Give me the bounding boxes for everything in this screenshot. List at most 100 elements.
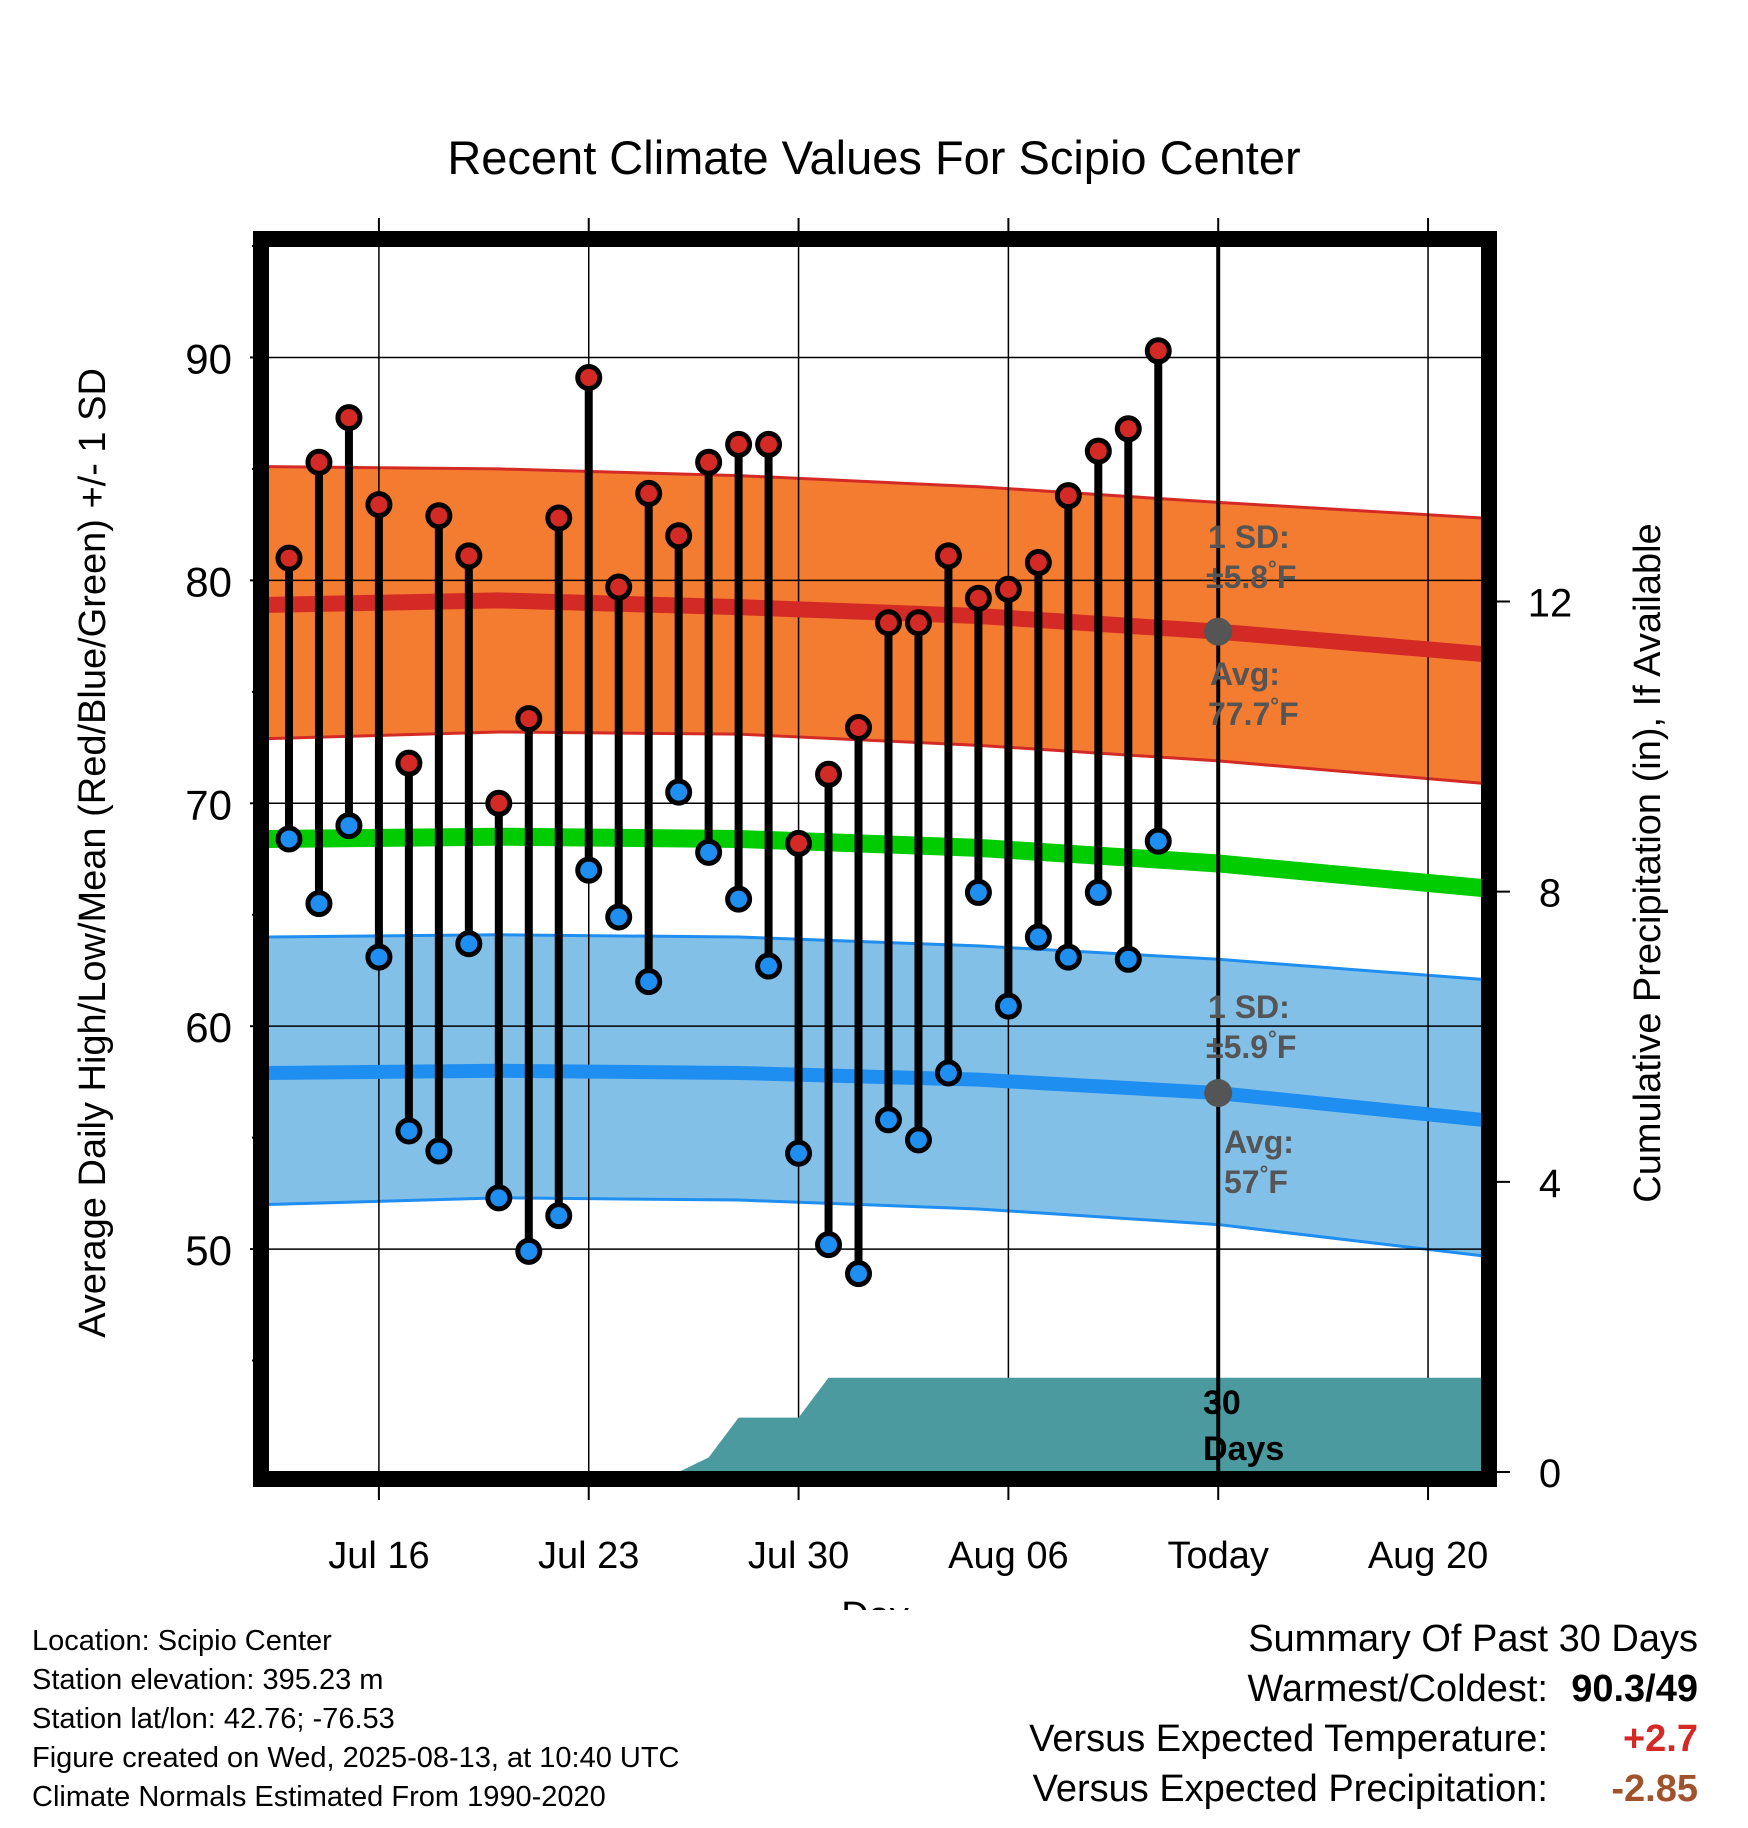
warm-cold-value: 90.3/49 bbox=[1571, 1668, 1698, 1710]
elevation-text: Station elevation: 395.23 m bbox=[32, 1664, 384, 1696]
y-tick-label: 70 bbox=[185, 781, 232, 828]
obs-low-point bbox=[695, 838, 723, 866]
temp-value: +2.7 bbox=[1622, 1718, 1698, 1760]
precip-value: -2.85 bbox=[1611, 1768, 1698, 1810]
obs-high-point bbox=[695, 448, 723, 476]
low-avg-label: Avg: bbox=[1224, 1124, 1294, 1160]
window-label-count: 30 bbox=[1203, 1384, 1241, 1422]
obs-high-point bbox=[305, 448, 333, 476]
obs-low-point bbox=[545, 1202, 573, 1230]
obs-high-point bbox=[395, 749, 423, 777]
x-tick-label: Aug 06 bbox=[948, 1535, 1068, 1577]
climate-chart: Recent Climate Values For Scipio Center … bbox=[72, 131, 1669, 1610]
summary-row-precip: Versus Expected Precipitation: -2.85 bbox=[798, 1768, 1698, 1818]
obs-high-point bbox=[425, 502, 453, 530]
location-text: Location: Scipio Center bbox=[32, 1625, 332, 1657]
y2-tick-label: 12 bbox=[1528, 581, 1573, 625]
high-sd-band bbox=[268, 466, 1482, 784]
obs-high-point bbox=[815, 760, 843, 788]
high-sd-label: 1 SD: bbox=[1208, 519, 1290, 555]
x-tick-label: Today bbox=[1168, 1535, 1269, 1577]
summary-row-temp: Versus Expected Temperature: +2.7 bbox=[798, 1718, 1698, 1768]
y2-tick-label: 0 bbox=[1539, 1452, 1561, 1496]
x-axis-label: Day bbox=[841, 1595, 909, 1610]
normal-mean-line bbox=[267, 827, 1483, 897]
obs-low-point bbox=[994, 992, 1022, 1020]
y-tick-label: 50 bbox=[185, 1227, 232, 1274]
obs-high-point bbox=[455, 542, 483, 570]
obs-high-point bbox=[575, 364, 603, 392]
obs-high-point bbox=[994, 575, 1022, 603]
obs-low-point bbox=[1144, 827, 1172, 855]
obs-low-point bbox=[365, 943, 393, 971]
obs-low-point bbox=[485, 1184, 513, 1212]
obs-low-point bbox=[575, 856, 603, 884]
obs-high-point bbox=[365, 491, 393, 519]
normals-text: Climate Normals Estimated From 1990-2020 bbox=[32, 1781, 606, 1813]
obs-low-point bbox=[934, 1059, 962, 1087]
high-avg-label: Avg: bbox=[1210, 656, 1280, 692]
today-low-avg-marker bbox=[1204, 1079, 1233, 1108]
obs-high-point bbox=[605, 573, 633, 601]
summary-title: Summary Of Past 30 Days bbox=[1248, 1618, 1698, 1660]
obs-high-point bbox=[964, 584, 992, 612]
obs-low-point bbox=[425, 1137, 453, 1165]
obs-low-point bbox=[904, 1126, 932, 1154]
low-sd-label: 1 SD: bbox=[1208, 989, 1290, 1025]
high-sd-value: ±5.8°F bbox=[1206, 556, 1296, 595]
obs-high-point bbox=[1144, 337, 1172, 365]
obs-low-point bbox=[605, 903, 633, 931]
y-axis-label: Average Daily High/Low/Mean (Red/Blue/Gr… bbox=[72, 368, 114, 1338]
obs-high-point bbox=[845, 713, 873, 741]
obs-low-point bbox=[275, 825, 303, 853]
obs-high-point bbox=[725, 430, 753, 458]
obs-low-point bbox=[665, 778, 693, 806]
obs-low-point bbox=[845, 1260, 873, 1288]
y2-tick-label: 8 bbox=[1539, 872, 1561, 916]
obs-high-point bbox=[665, 522, 693, 550]
obs-high-point bbox=[1024, 549, 1052, 577]
y2-tick-label: 4 bbox=[1539, 1162, 1561, 1206]
obs-high-point bbox=[755, 430, 783, 458]
summary-row-warm-cold: Warmest/Coldest: 90.3/49 bbox=[798, 1668, 1698, 1718]
today-high-avg-marker bbox=[1204, 617, 1233, 646]
obs-high-point bbox=[1054, 482, 1082, 510]
obs-low-point bbox=[1084, 878, 1112, 906]
x-tick-label: Aug 20 bbox=[1368, 1535, 1488, 1577]
obs-low-point bbox=[1114, 945, 1142, 973]
low-sd-value: ±5.9°F bbox=[1206, 1026, 1296, 1065]
precip-label: Versus Expected Precipitation: bbox=[1032, 1768, 1548, 1810]
obs-low-point bbox=[755, 952, 783, 980]
low-sd-band bbox=[268, 934, 1482, 1256]
obs-high-point bbox=[275, 544, 303, 572]
obs-high-point bbox=[874, 609, 902, 637]
obs-high-point bbox=[904, 609, 932, 637]
y-tick-label: 90 bbox=[185, 335, 232, 382]
y-tick-label: 80 bbox=[185, 558, 232, 605]
precip-area bbox=[268, 1377, 1482, 1472]
window-label-days: Days bbox=[1203, 1430, 1284, 1468]
obs-low-point bbox=[815, 1231, 843, 1259]
obs-low-point bbox=[635, 968, 663, 996]
obs-low-point bbox=[515, 1237, 543, 1265]
warm-cold-label: Warmest/Coldest: bbox=[1247, 1668, 1548, 1710]
obs-high-point bbox=[545, 504, 573, 532]
high-sd-upper-line bbox=[267, 465, 1483, 520]
y2-axis-label: Cumulative Precipitation (in), If Availa… bbox=[1627, 523, 1669, 1202]
station-info: Location: Scipio Center Station elevatio… bbox=[32, 1622, 680, 1817]
x-tick-label: Jul 30 bbox=[748, 1535, 849, 1577]
temp-label: Versus Expected Temperature: bbox=[1029, 1718, 1548, 1760]
obs-low-point bbox=[964, 878, 992, 906]
obs-high-point bbox=[515, 705, 543, 733]
obs-low-point bbox=[395, 1117, 423, 1145]
obs-low-point bbox=[305, 890, 333, 918]
created-text: Figure created on Wed, 2025-08-13, at 10… bbox=[32, 1742, 680, 1774]
obs-high-point bbox=[635, 479, 663, 507]
normal-high-line bbox=[267, 592, 1483, 662]
low-avg-value: 57°F bbox=[1224, 1161, 1288, 1200]
y-tick-label: 60 bbox=[185, 1004, 232, 1051]
obs-high-point bbox=[934, 542, 962, 570]
plot-frame bbox=[253, 231, 1497, 1487]
chart-title: Recent Climate Values For Scipio Center bbox=[447, 131, 1300, 184]
obs-low-point bbox=[725, 885, 753, 913]
